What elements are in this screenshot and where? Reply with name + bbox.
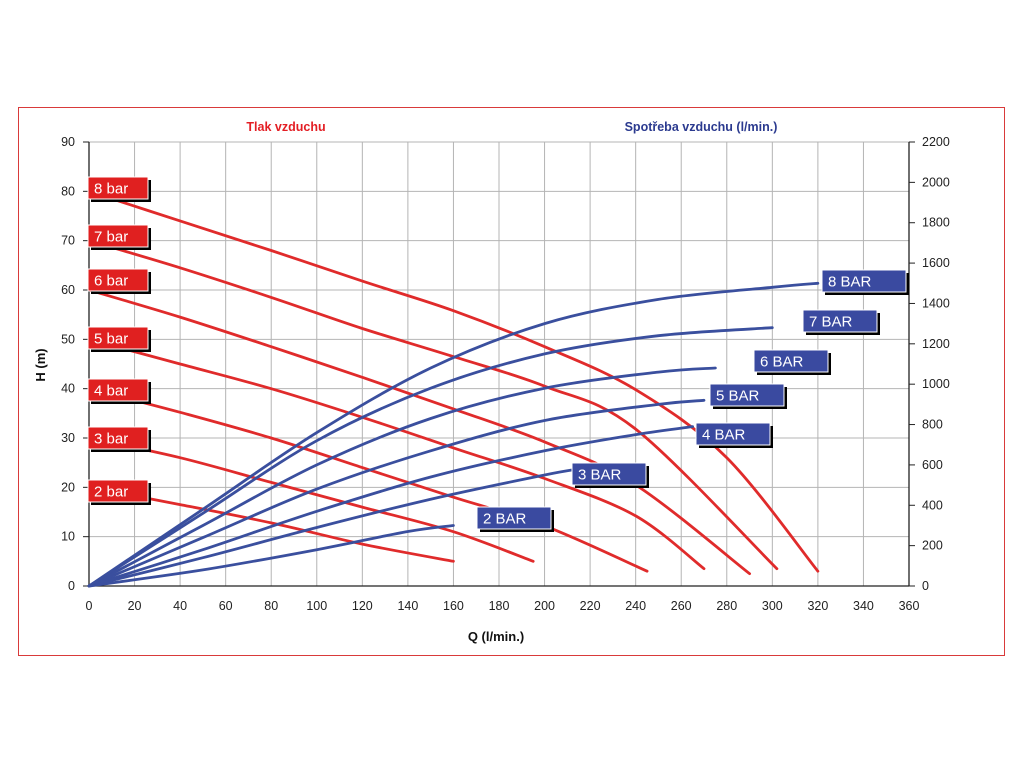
consumption-line-5-bar xyxy=(87,398,706,588)
label-box-8-bar xyxy=(87,176,149,200)
consumption-line-8-bar xyxy=(87,281,820,588)
y2-tick-label: 600 xyxy=(922,458,943,472)
curve-label-8-bar: 8 bar xyxy=(94,181,128,198)
curve-label-5-bar: 5 BAR xyxy=(716,388,760,405)
y-tick-label: 50 xyxy=(61,332,75,346)
consumption-line-3-bar xyxy=(87,467,581,588)
label-box-7-bar xyxy=(802,309,878,333)
curve-label-2-bar: 2 bar xyxy=(94,484,128,501)
y-tick-label: 90 xyxy=(61,135,75,149)
y-tick-label: 40 xyxy=(61,382,75,396)
y2-tick-label: 800 xyxy=(922,418,943,432)
consumption-line-6-bar xyxy=(87,366,717,588)
y2-tick-label: 1000 xyxy=(922,377,950,391)
curve-label-2-bar: 2 BAR xyxy=(483,511,527,528)
y-tick-label: 60 xyxy=(61,283,75,297)
chart-title-right: Spotřeba vzduchu (l/min.) xyxy=(625,120,778,134)
y-tick-label: 0 xyxy=(68,579,75,593)
curve-label-6-bar: 6 BAR xyxy=(760,354,804,371)
y-axis-label: H (m) xyxy=(33,348,48,381)
y2-tick-label: 0 xyxy=(922,579,929,593)
curve-label-7-bar: 7 bar xyxy=(94,229,128,246)
chart-frame xyxy=(18,107,1005,656)
air-consumption-curves xyxy=(87,281,820,588)
consumption-line-4-bar xyxy=(87,425,694,588)
y-tick-label: 70 xyxy=(61,234,75,248)
curve-label-6-bar: 6 bar xyxy=(94,273,128,290)
x-tick-label: 200 xyxy=(534,599,555,613)
label-box-5-bar xyxy=(709,383,785,407)
x-tick-label: 360 xyxy=(899,599,920,613)
y2-tick-label: 2200 xyxy=(922,135,950,149)
x-tick-label: 260 xyxy=(671,599,692,613)
pressure-line-3-bar xyxy=(87,436,535,563)
x-tick-label: 160 xyxy=(443,599,464,613)
x-axis-label: Q (l/min.) xyxy=(468,629,524,644)
label-box-7-bar xyxy=(87,224,149,248)
label-box-8-bar xyxy=(821,269,907,293)
x-tick-label: 40 xyxy=(173,599,187,613)
x-tick-label: 320 xyxy=(807,599,828,613)
label-box-4-bar xyxy=(87,378,149,402)
y-tick-label: 20 xyxy=(61,480,75,494)
pressure-line-7-bar xyxy=(87,239,779,571)
x-tick-label: 120 xyxy=(352,599,373,613)
y2-tick-label: 2000 xyxy=(922,175,950,189)
label-box-3-bar xyxy=(571,462,647,486)
curve-label-8-bar: 8 BAR xyxy=(828,274,872,291)
x-tick-label: 60 xyxy=(219,599,233,613)
y2-tick-label: 1800 xyxy=(922,216,950,230)
x-tick-label: 80 xyxy=(264,599,278,613)
label-box-2-bar xyxy=(476,506,552,530)
x-tick-label: 240 xyxy=(625,599,646,613)
x-tick-label: 280 xyxy=(716,599,737,613)
y2-tick-label: 400 xyxy=(922,498,943,512)
y2-tick-label: 1400 xyxy=(922,296,950,310)
x-tick-label: 20 xyxy=(128,599,142,613)
label-box-2-bar xyxy=(87,479,149,503)
label-box-6-bar xyxy=(753,349,829,373)
curve-label-5-bar: 5 bar xyxy=(94,331,128,348)
consumption-line-2-bar xyxy=(87,524,455,588)
curve-labels: 2 bar 3 bar 4 bar 5 bar 6 bar 7 bar 8 bar 2 BAR… xyxy=(87,176,909,532)
x-tick-label: 220 xyxy=(580,599,601,613)
label-box-6-bar xyxy=(87,268,149,292)
curve-label-3-bar: 3 bar xyxy=(94,431,128,448)
curve-label-7-bar: 7 BAR xyxy=(809,314,853,331)
x-tick-label: 100 xyxy=(306,599,327,613)
x-tick-label: 0 xyxy=(86,599,93,613)
axes: 0 20 40 60 80 100 120 140 160 180 200 220 240 260 280 3… xyxy=(61,135,950,613)
y2-tick-label: 1600 xyxy=(922,256,950,270)
pressure-line-8-bar xyxy=(87,189,820,573)
label-box-3-bar xyxy=(87,426,149,450)
curve-label-3-bar: 3 BAR xyxy=(578,467,622,484)
y2-tick-label: 200 xyxy=(922,539,943,553)
x-tick-label: 140 xyxy=(397,599,418,613)
x-tick-label: 340 xyxy=(853,599,874,613)
x-tick-label: 180 xyxy=(489,599,510,613)
x-tick-label: 300 xyxy=(762,599,783,613)
pressure-line-5-bar xyxy=(87,337,706,571)
y-tick-label: 80 xyxy=(61,184,75,198)
label-box-4-bar xyxy=(695,422,771,446)
y-tick-label: 10 xyxy=(61,530,75,544)
curve-label-4-bar: 4 bar xyxy=(94,383,128,400)
label-box-5-bar xyxy=(87,326,149,350)
chart-title-left: Tlak vzduchu xyxy=(246,120,325,134)
y2-tick-label: 1200 xyxy=(922,337,950,351)
consumption-line-7-bar xyxy=(87,326,774,588)
curve-label-4-bar: 4 BAR xyxy=(702,427,746,444)
y-tick-label: 30 xyxy=(61,431,75,445)
